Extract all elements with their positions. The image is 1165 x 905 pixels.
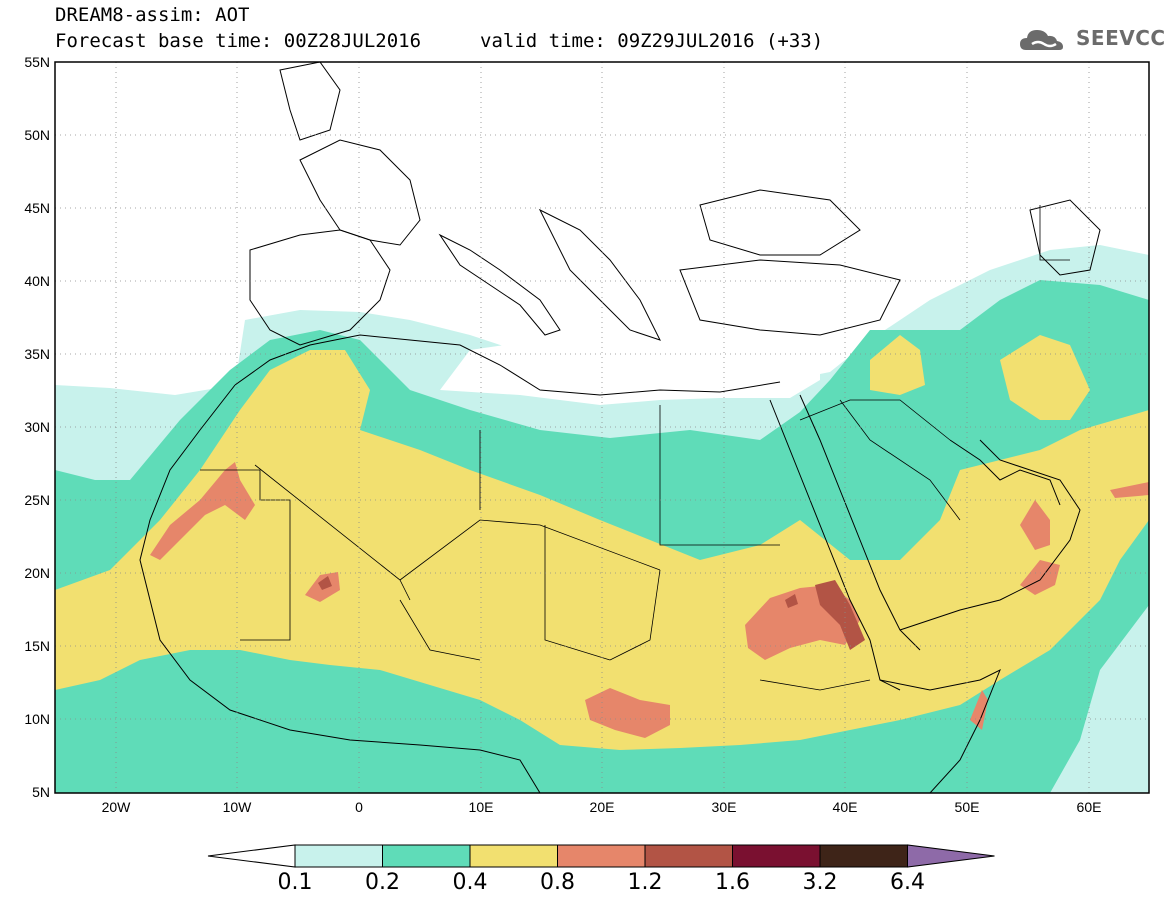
lon-label: 10E bbox=[469, 799, 494, 815]
coastlines bbox=[139, 62, 1101, 793]
aot-patch-0.8-e bbox=[1020, 500, 1050, 550]
lat-label: 40N bbox=[24, 273, 50, 289]
aot-band-0.4-east bbox=[1000, 335, 1090, 420]
graticule bbox=[55, 62, 1149, 793]
colorbar-over-arrow bbox=[907, 844, 995, 868]
cloud-icon bbox=[1020, 30, 1063, 50]
lat-label: 35N bbox=[24, 346, 50, 362]
aot-patch-0.8-g bbox=[1110, 482, 1149, 498]
base-time-label: Forecast base time: 00Z28JUL2016 bbox=[55, 30, 422, 52]
lon-label: 50E bbox=[955, 799, 980, 815]
colorbar-segment bbox=[819, 844, 908, 868]
country-borders bbox=[200, 205, 1070, 691]
colorbar-segment bbox=[469, 844, 558, 868]
lon-label: 20E bbox=[590, 799, 615, 815]
aot-patch-1.2-c bbox=[318, 576, 332, 590]
colorbar-level-label: 0.1 bbox=[277, 870, 313, 895]
lon-label: 40E bbox=[833, 799, 858, 815]
aot-band-0.4 bbox=[55, 350, 1149, 750]
lat-label: 10N bbox=[24, 711, 50, 727]
aot-patch-1.2-a bbox=[815, 580, 865, 650]
colorbar-segment bbox=[732, 844, 821, 868]
aot-patch-1.2-b bbox=[785, 594, 798, 608]
colorbar bbox=[207, 844, 995, 868]
colorbar-level-label: 1.2 bbox=[627, 870, 663, 895]
colorbar-under-arrow bbox=[207, 844, 296, 868]
lat-label: 50N bbox=[24, 127, 50, 143]
aot-patch-0.8-a bbox=[150, 462, 255, 560]
lon-label: 10W bbox=[223, 799, 253, 815]
lon-label: 60E bbox=[1077, 799, 1102, 815]
colorbar-level-label: 0.2 bbox=[365, 870, 400, 895]
aot-fields bbox=[55, 245, 1149, 793]
map-frame bbox=[54, 61, 1150, 794]
colorbar-level-label: 6.4 bbox=[890, 870, 925, 895]
lon-label: 0 bbox=[355, 799, 363, 815]
colorbar-level-label: 0.4 bbox=[452, 870, 488, 895]
colorbar-level-label: 1.6 bbox=[715, 870, 750, 895]
lat-label: 5N bbox=[32, 784, 50, 800]
colorbar-level-label: 3.2 bbox=[802, 870, 838, 895]
colorbar-segment bbox=[382, 844, 471, 868]
lat-label: 45N bbox=[24, 200, 50, 216]
lon-label: 20W bbox=[102, 799, 132, 815]
lat-label: 55N bbox=[24, 54, 50, 70]
colorbar-level-label: 0.8 bbox=[540, 870, 575, 895]
aot-band-0.4-iraq bbox=[870, 335, 925, 395]
clear-region bbox=[440, 320, 820, 405]
lat-label: 15N bbox=[24, 638, 50, 654]
aot-patch-0.8-h bbox=[970, 690, 988, 730]
lon-labels: 20W 10W 0 10E 20E 30E 40E 50E 60E bbox=[102, 799, 1102, 815]
logo-text: SEEVCCC bbox=[1076, 26, 1165, 50]
aot-patch-0.8-d bbox=[585, 688, 670, 738]
colorbar-segment bbox=[644, 844, 733, 868]
lat-labels: 55N 50N 45N 40N 35N 30N 25N 20N 15N 10N … bbox=[24, 54, 50, 800]
lat-label: 30N bbox=[24, 419, 50, 435]
map-title: DREAM8-assim: AOT bbox=[55, 4, 250, 26]
aot-patch-0.8-f bbox=[1020, 560, 1060, 595]
colorbar-segment bbox=[294, 844, 383, 868]
lon-label: 30E bbox=[712, 799, 737, 815]
colorbar-segment bbox=[557, 844, 646, 868]
lat-label: 20N bbox=[24, 565, 50, 581]
valid-time-label: valid time: 09Z29JUL2016 (+33) bbox=[480, 30, 824, 52]
lat-label: 25N bbox=[24, 492, 50, 508]
